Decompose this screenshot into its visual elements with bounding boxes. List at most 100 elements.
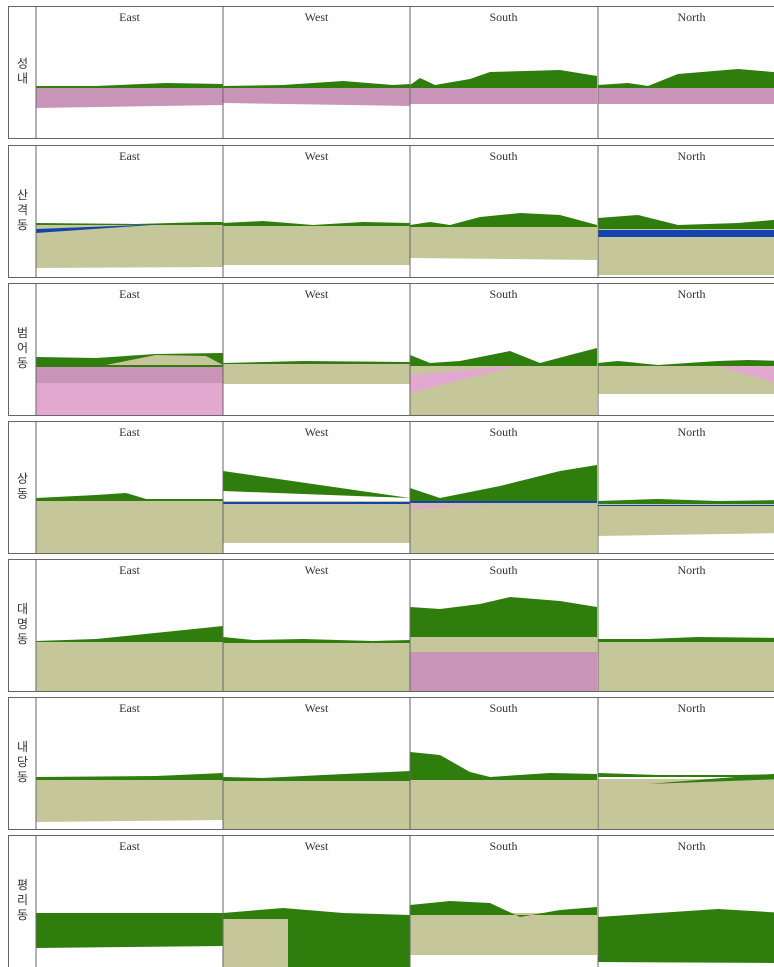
view-panel: West	[223, 6, 410, 138]
view-panel: East	[36, 149, 223, 268]
page: {"rows": [ {"label": "성내", "views": ["Ea…	[0, 0, 774, 967]
figure: EastWestSouthNorth성내EastWestSouthNorth산격…	[0, 0, 774, 967]
view-row: EastWest South North 범어동	[9, 283, 774, 416]
view-direction: North	[678, 563, 706, 577]
view-panel: North	[598, 697, 774, 829]
view-row: East West South North 상동	[9, 421, 774, 554]
view-panel: West	[223, 835, 410, 967]
terrain	[410, 502, 597, 553]
row-label: 산격동	[15, 188, 29, 233]
view-direction: West	[305, 425, 329, 439]
terrain	[598, 230, 774, 237]
view-direction: West	[305, 701, 329, 715]
terrain	[410, 597, 597, 637]
terrain	[410, 70, 597, 88]
terrain	[223, 221, 410, 226]
row-label: 평리동	[15, 878, 29, 923]
terrain	[410, 901, 597, 917]
view-panel: West	[223, 283, 410, 415]
view-panel: North	[598, 6, 774, 138]
view-panel: South	[410, 835, 597, 967]
terrain	[410, 465, 597, 502]
view-direction: West	[305, 10, 329, 24]
terrain	[598, 499, 774, 504]
view-direction: North	[678, 701, 706, 715]
terrain	[223, 637, 410, 643]
view-direction: North	[678, 839, 706, 853]
terrain	[598, 503, 774, 536]
view-panel: East	[36, 563, 223, 691]
view-direction: East	[119, 701, 140, 715]
view-direction: East	[119, 425, 140, 439]
view-row: EastWestSouthNorth대명동	[9, 559, 774, 692]
terrain	[410, 779, 597, 829]
view-panel: East	[36, 287, 223, 415]
view-direction: South	[489, 287, 517, 301]
terrain	[410, 752, 597, 780]
terrain	[36, 366, 223, 383]
view-direction: East	[119, 839, 140, 853]
view-panel: South	[410, 697, 597, 829]
view-panel: West	[223, 697, 410, 829]
terrain	[410, 348, 597, 366]
terrain	[410, 227, 597, 260]
terrain	[36, 773, 223, 780]
view-row: East West South North 평리동	[9, 835, 774, 967]
view-panel: North	[598, 421, 774, 553]
view-direction: North	[678, 10, 706, 24]
terrain	[598, 87, 774, 104]
terrain	[223, 225, 410, 265]
terrain	[223, 919, 288, 967]
terrain	[598, 360, 774, 366]
view-panel: South	[410, 145, 597, 277]
terrain	[598, 909, 774, 920]
view-direction: North	[678, 149, 706, 163]
terrain	[598, 773, 774, 777]
terrain	[223, 471, 410, 498]
view-panel: West	[223, 145, 410, 277]
terrain	[36, 222, 223, 225]
terrain	[223, 780, 410, 829]
view-panel: South	[410, 6, 597, 138]
view-direction: North	[678, 287, 706, 301]
terrain	[598, 779, 774, 829]
view-direction: West	[305, 563, 329, 577]
terrain	[598, 69, 774, 88]
view-direction: South	[489, 10, 517, 24]
terrain	[410, 213, 597, 227]
view-direction: South	[489, 425, 517, 439]
view-direction: South	[489, 839, 517, 853]
view-panel: East	[36, 10, 223, 108]
terrain	[410, 501, 597, 503]
terrain	[598, 641, 774, 691]
terrain	[598, 505, 774, 506]
terrain	[223, 361, 410, 364]
view-panel: South	[410, 421, 597, 553]
row-frame	[9, 7, 774, 139]
row-label: 상동	[15, 472, 29, 502]
view-panel: North	[598, 835, 774, 967]
row-label: 범어동	[15, 326, 29, 371]
view-panel: East	[36, 701, 223, 822]
view-panel: West	[223, 559, 410, 691]
terrain	[36, 779, 223, 822]
view-panel: North	[598, 145, 774, 277]
view-panel: North	[598, 559, 774, 691]
view-direction: North	[678, 425, 706, 439]
terrain	[36, 641, 223, 691]
view-direction: South	[489, 149, 517, 163]
view-row: EastWest South North 산격동	[9, 145, 774, 278]
view-panel: West	[223, 421, 410, 553]
view-panel: East	[36, 425, 223, 553]
terrain	[36, 913, 223, 948]
terrain	[598, 637, 774, 642]
terrain	[410, 913, 597, 955]
row-label: 대명동	[15, 602, 29, 647]
terrain	[36, 500, 223, 553]
view-direction: East	[119, 10, 140, 24]
terrain	[223, 87, 410, 106]
terrain	[36, 626, 223, 642]
view-panel: North	[598, 283, 774, 415]
view-direction: East	[119, 563, 140, 577]
